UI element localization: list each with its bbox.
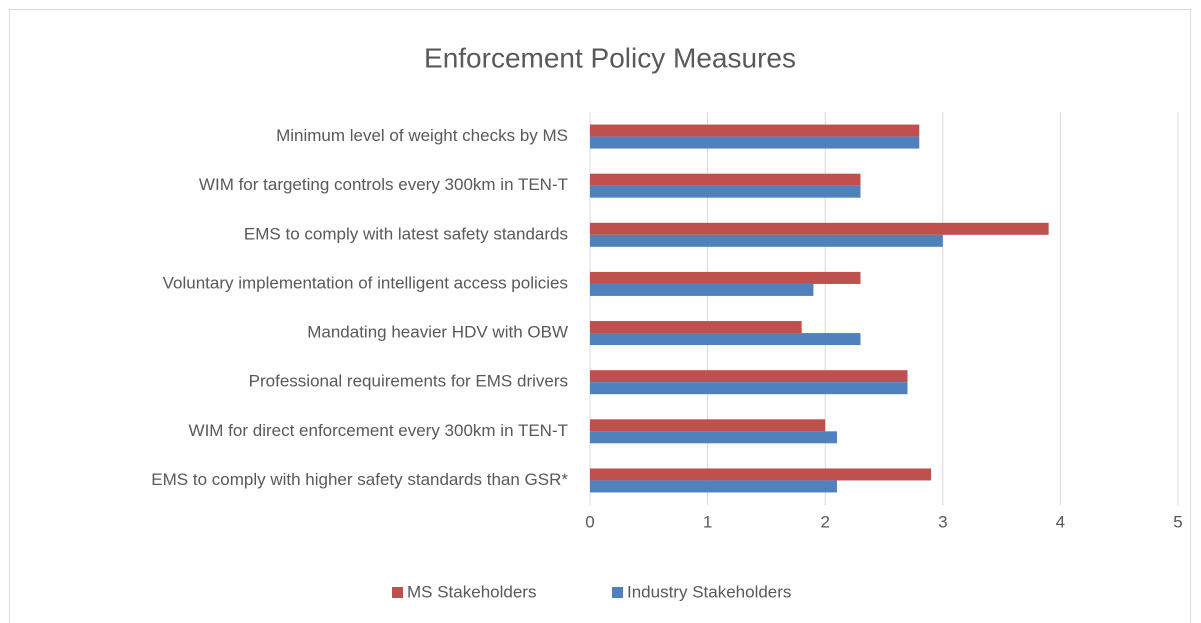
x-tick-label: 3 [938,512,947,531]
y-tick-label: Professional requirements for EMS driver… [249,372,568,391]
bar [590,222,1049,235]
x-tick-label: 5 [1173,512,1182,531]
bar [590,431,837,444]
bar [590,185,861,198]
y-tick-label: Voluntary implementation of intelligent … [163,273,568,292]
y-tick-label: Mandating heavier HDV with OBW [307,323,568,342]
bar [590,382,908,395]
y-tick-label: EMS to comply with latest safety standar… [244,224,568,243]
y-tick-label: WIM for targeting controls every 300km i… [199,175,568,194]
x-tick-label: 2 [820,512,829,531]
bar [590,321,802,334]
x-tick-label: 0 [585,512,594,531]
bar [590,480,837,493]
chart-border [9,9,1191,623]
bar [590,136,920,149]
bar [590,173,861,186]
bar [590,419,826,432]
legend-label: Industry Stakeholders [627,582,791,601]
legend-swatch [392,587,403,598]
x-tick-label: 1 [703,512,712,531]
bar [590,370,908,383]
x-tick-label: 4 [1056,512,1065,531]
bar [590,124,920,137]
y-tick-label: EMS to comply with higher safety standar… [151,470,568,489]
bar [590,271,861,284]
legend-swatch [612,587,623,598]
legend-label: MS Stakeholders [407,582,536,601]
chart-title: Enforcement Policy Measures [424,42,796,73]
y-tick-label: Minimum level of weight checks by MS [276,126,568,145]
bar [590,468,932,481]
bar [590,333,861,346]
bar [590,283,814,296]
y-tick-label: WIM for direct enforcement every 300km i… [189,421,568,440]
bar [590,234,943,247]
